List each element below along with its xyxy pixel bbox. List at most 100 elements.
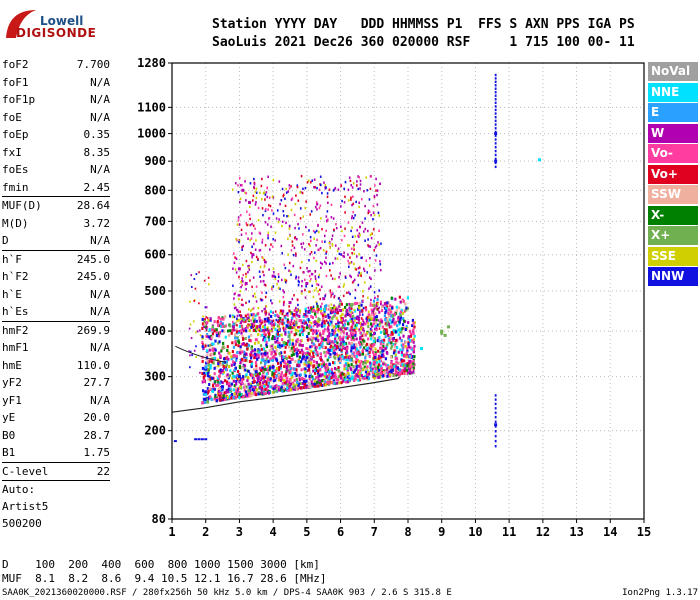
echo-point bbox=[249, 314, 251, 317]
echo-point bbox=[320, 217, 322, 220]
echo-point bbox=[234, 306, 237, 309]
echo-point bbox=[261, 298, 264, 302]
echo-point bbox=[334, 277, 336, 281]
echo-point bbox=[372, 217, 374, 221]
echo-point bbox=[233, 292, 236, 296]
echo-point bbox=[311, 179, 314, 182]
series-point-w bbox=[244, 281, 248, 285]
echo-point bbox=[308, 377, 311, 381]
param-value: 20.0 bbox=[83, 411, 111, 424]
echo-cloud bbox=[173, 73, 497, 448]
echo-point bbox=[325, 362, 328, 366]
series-point-w bbox=[305, 281, 309, 285]
echo-point bbox=[265, 372, 268, 376]
echo-point bbox=[299, 217, 302, 220]
echo-point bbox=[361, 323, 363, 326]
param-row: MUF(D) 28.64 bbox=[2, 197, 110, 215]
echo-point bbox=[333, 367, 337, 371]
series-point-vo bbox=[288, 321, 292, 325]
echo-point bbox=[242, 303, 244, 307]
echo-point bbox=[383, 327, 386, 331]
echo-point bbox=[266, 368, 269, 372]
echo-point bbox=[379, 330, 383, 334]
echo-point bbox=[340, 341, 343, 345]
echo-point bbox=[274, 275, 277, 279]
echo-point bbox=[358, 201, 360, 204]
echo-point bbox=[303, 382, 307, 386]
echo-point bbox=[406, 296, 410, 300]
echo-point bbox=[308, 385, 311, 389]
echo-point bbox=[348, 307, 351, 310]
echo-point bbox=[245, 359, 248, 363]
echo-point bbox=[274, 378, 277, 382]
echo-point bbox=[267, 377, 270, 381]
echo-point bbox=[280, 373, 283, 377]
echo-point bbox=[375, 358, 378, 362]
echo-point bbox=[327, 348, 330, 352]
echo-point bbox=[334, 334, 337, 338]
param-name: D bbox=[2, 234, 9, 247]
echo-point bbox=[211, 332, 215, 336]
echo-point bbox=[215, 331, 218, 335]
echo-point bbox=[371, 349, 374, 353]
echo-point bbox=[262, 370, 265, 374]
echo-point bbox=[232, 284, 234, 287]
echo-point bbox=[275, 374, 278, 378]
echo-point bbox=[339, 359, 342, 363]
echo-point bbox=[354, 343, 358, 347]
echo-point bbox=[412, 362, 415, 366]
echo-point bbox=[266, 223, 269, 226]
echo-point bbox=[374, 269, 376, 272]
echo-point bbox=[284, 278, 286, 281]
echo-point bbox=[200, 438, 204, 441]
echo-point bbox=[348, 302, 350, 306]
echo-point bbox=[285, 342, 289, 346]
y-tick-label: 200 bbox=[144, 424, 166, 438]
echo-point bbox=[248, 266, 250, 269]
echo-point bbox=[228, 333, 231, 337]
series-point-nnw bbox=[221, 385, 225, 389]
echo-point bbox=[329, 309, 332, 313]
y-tick-label: 500 bbox=[144, 284, 166, 298]
echo-point bbox=[286, 386, 289, 390]
echo-point bbox=[295, 329, 298, 332]
echo-point bbox=[323, 324, 326, 328]
echo-point bbox=[312, 307, 315, 311]
echo-point bbox=[226, 375, 229, 379]
echo-point bbox=[281, 358, 284, 362]
echo-point bbox=[309, 252, 311, 256]
echo-point bbox=[370, 325, 373, 328]
echo-point bbox=[247, 264, 249, 268]
echo-point bbox=[253, 348, 257, 352]
echo-point bbox=[205, 367, 208, 371]
echo-point bbox=[232, 379, 235, 383]
echo-point bbox=[264, 295, 267, 299]
echo-point bbox=[284, 363, 287, 367]
echo-point bbox=[395, 305, 398, 309]
echo-point bbox=[400, 339, 403, 343]
echo-point bbox=[215, 397, 218, 401]
series-point-w bbox=[241, 188, 245, 192]
echo-point bbox=[293, 333, 296, 337]
echo-point bbox=[330, 303, 333, 306]
echo-point bbox=[260, 319, 263, 323]
echo-point bbox=[494, 411, 497, 414]
echo-point bbox=[255, 300, 258, 303]
echo-point bbox=[301, 344, 304, 348]
echo-point bbox=[304, 359, 307, 363]
echo-point bbox=[284, 281, 287, 284]
echo-point bbox=[379, 350, 382, 354]
echo-point bbox=[334, 373, 337, 377]
echo-point bbox=[360, 198, 363, 201]
echo-point bbox=[405, 351, 408, 355]
echo-point bbox=[279, 353, 282, 357]
echo-point bbox=[350, 337, 353, 341]
echo-point bbox=[327, 351, 330, 355]
echo-point bbox=[281, 355, 284, 359]
echo-point bbox=[281, 389, 284, 393]
echo-point bbox=[325, 215, 328, 218]
echo-point bbox=[337, 378, 340, 382]
echo-point bbox=[198, 329, 201, 332]
echo-point bbox=[377, 211, 380, 214]
echo-point bbox=[241, 325, 243, 328]
